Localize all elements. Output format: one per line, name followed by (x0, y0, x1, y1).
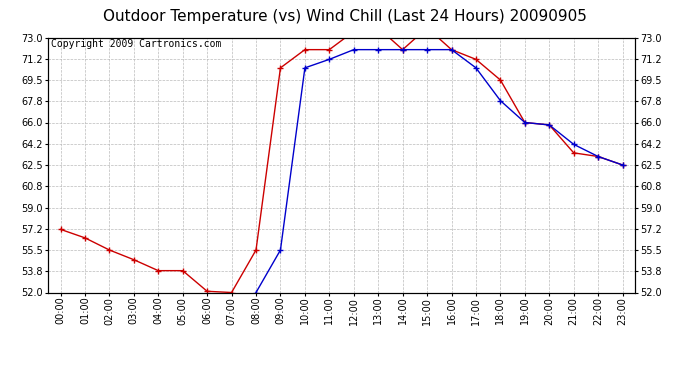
Text: Outdoor Temperature (vs) Wind Chill (Last 24 Hours) 20090905: Outdoor Temperature (vs) Wind Chill (Las… (103, 9, 587, 24)
Text: Copyright 2009 Cartronics.com: Copyright 2009 Cartronics.com (51, 39, 221, 49)
